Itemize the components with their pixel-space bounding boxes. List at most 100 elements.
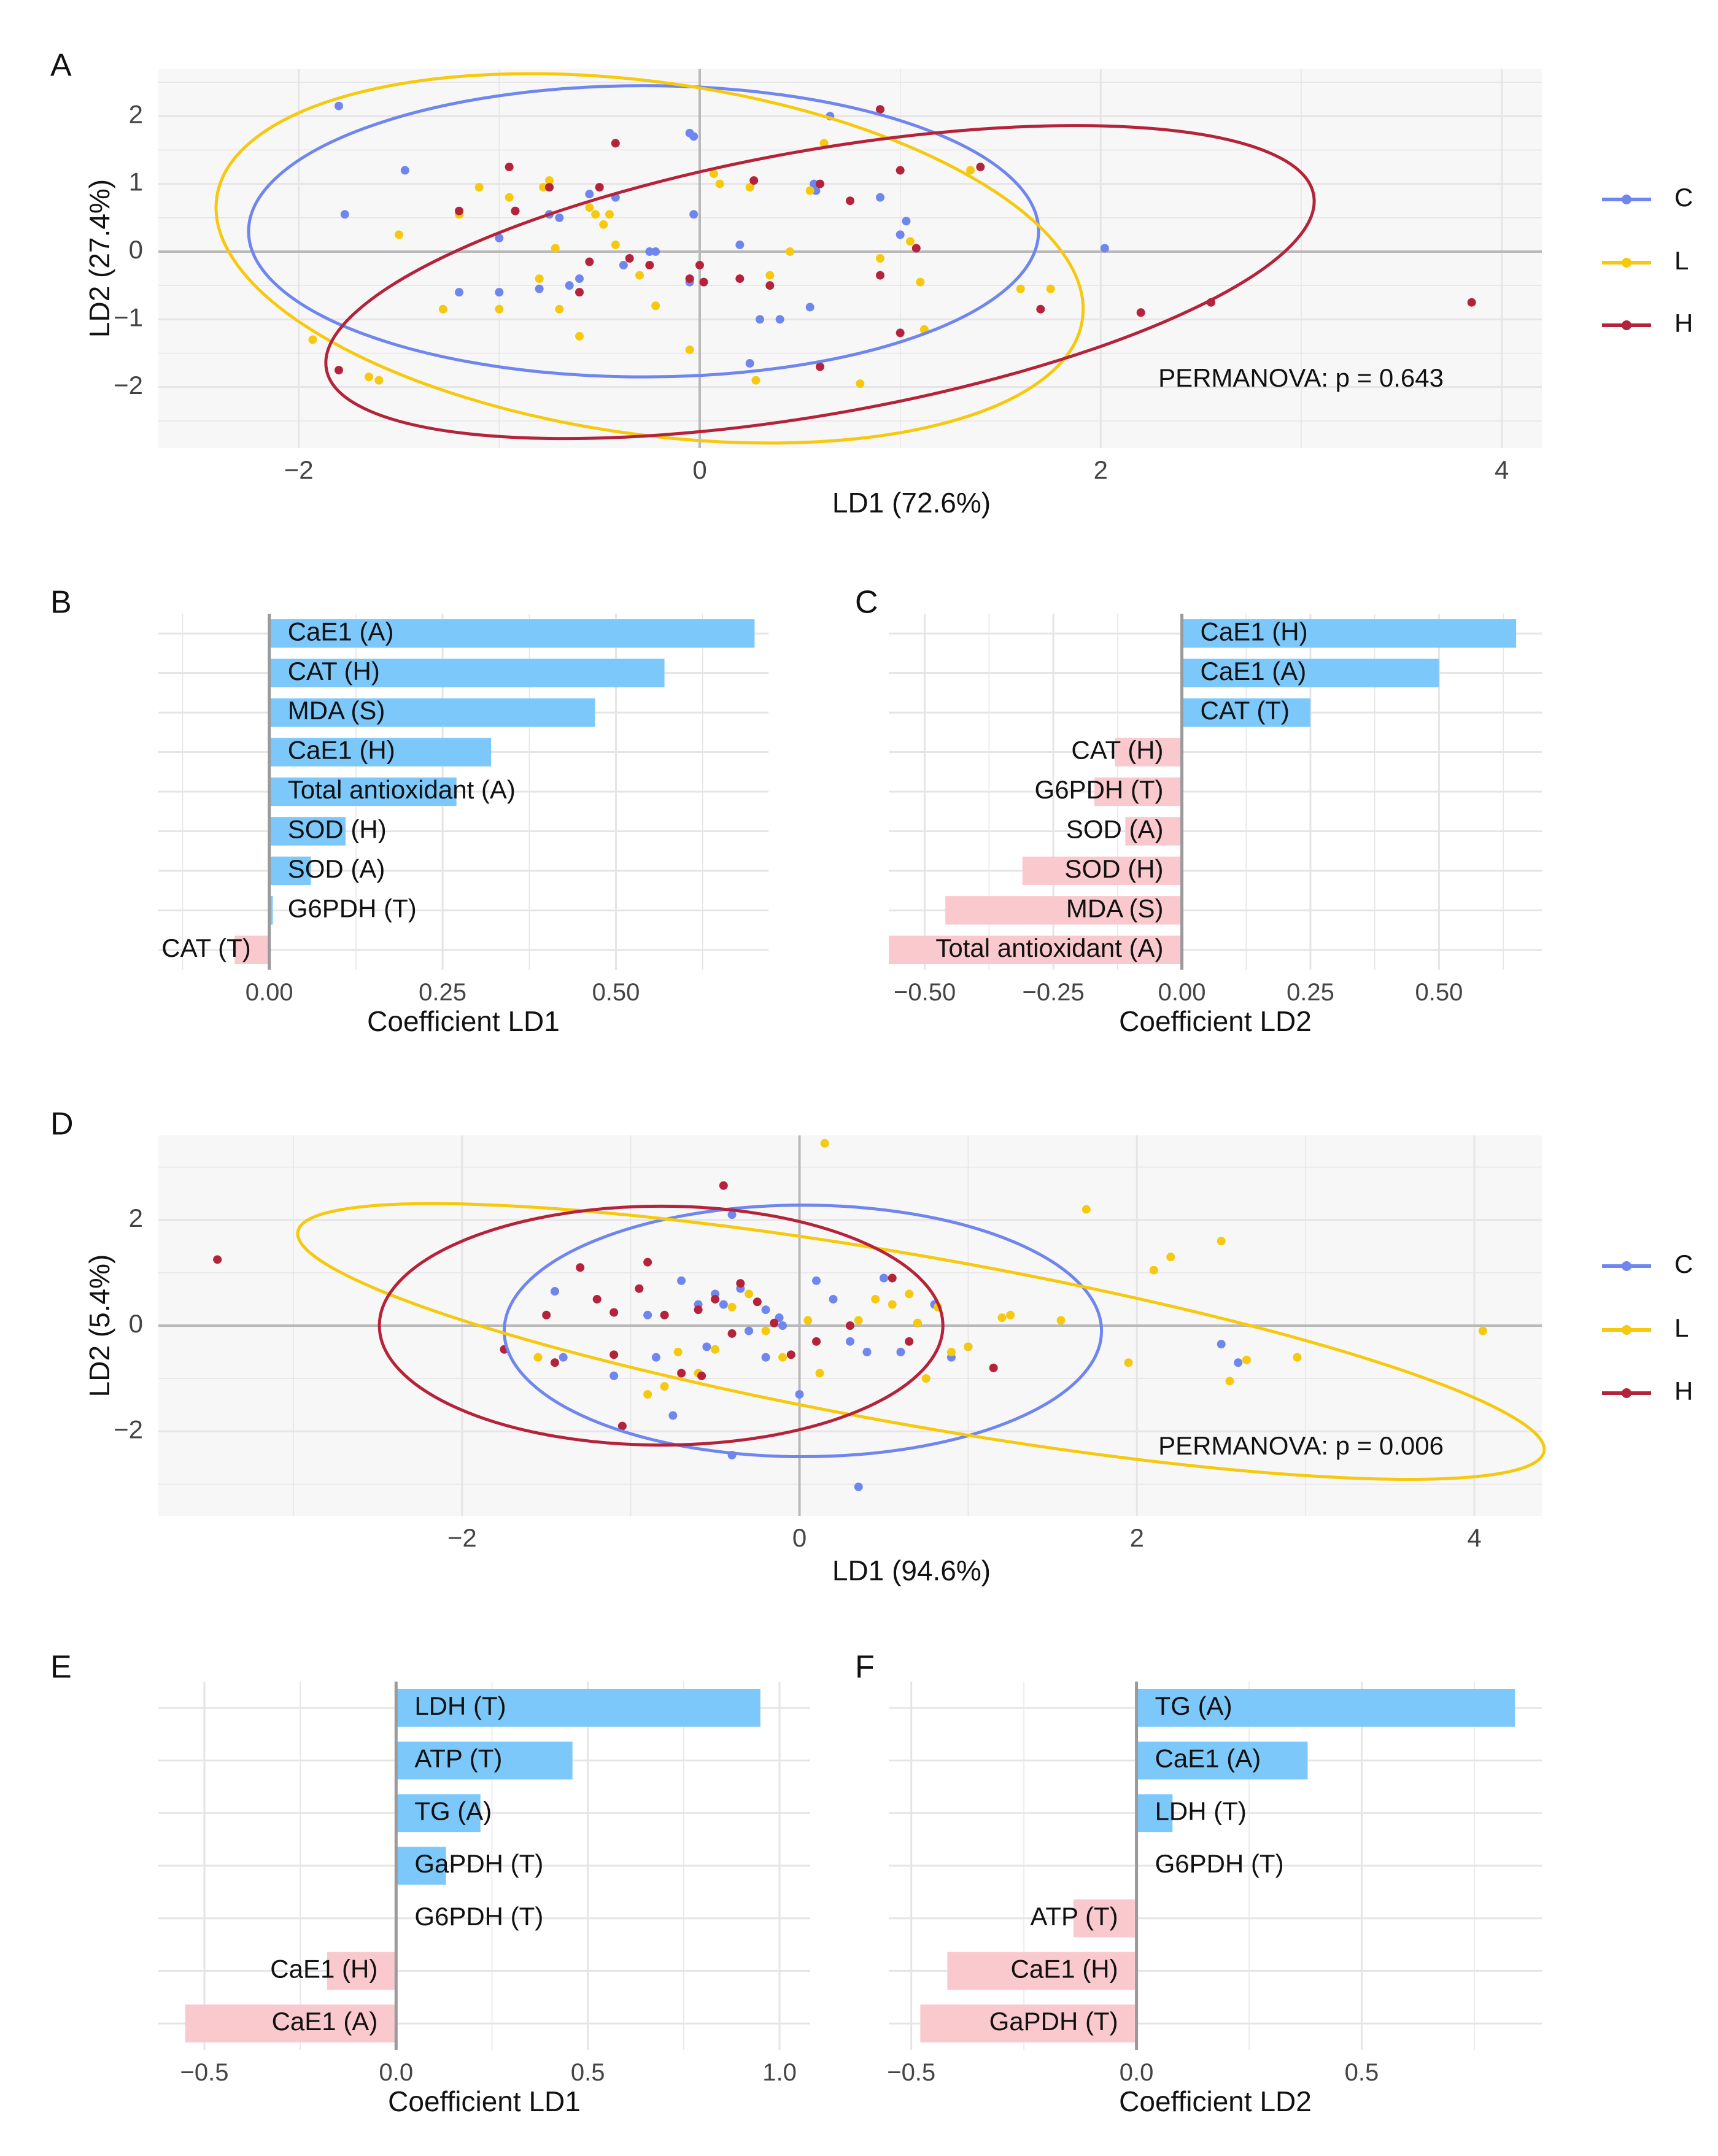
bar-C-1 (1182, 659, 1439, 687)
point-L (765, 271, 775, 280)
bar-label: SOD (A) (288, 854, 385, 883)
point-C (550, 1287, 559, 1296)
x-axis-label: LD1 (94.6%) (832, 1555, 991, 1586)
legend-key-dot (1622, 1261, 1631, 1271)
bar-F-4 (1073, 1899, 1137, 1938)
point-C (846, 1337, 854, 1346)
point-C (668, 1411, 678, 1420)
point-L (803, 1316, 813, 1325)
point-H (645, 261, 654, 270)
bar-label: CAT (H) (288, 657, 380, 686)
point-H (213, 1255, 222, 1264)
point-L (709, 169, 718, 179)
point-C (495, 233, 504, 242)
x-axis-label: Coefficient LD1 (367, 1005, 560, 1037)
x-tick-label: 0.00 (246, 979, 293, 1006)
point-L (786, 247, 794, 256)
point-H (697, 1371, 706, 1380)
x-tick-label: −0.5 (180, 2059, 228, 2086)
point-H (816, 179, 824, 188)
bar-label: ATP (T) (414, 1744, 502, 1773)
point-L (643, 1389, 652, 1399)
point-C (775, 315, 784, 324)
point-L (1242, 1355, 1251, 1364)
bar-label: GaPDH (T) (414, 1849, 543, 1878)
bar-label: CaE1 (A) (272, 2007, 378, 2036)
bar-B-6 (269, 856, 311, 886)
point-H (585, 257, 594, 266)
y-tick-label: 2 (129, 1204, 143, 1232)
bar-C-0 (1182, 619, 1517, 648)
point-L (1124, 1358, 1133, 1367)
bar-C-4 (1094, 777, 1182, 806)
point-L (635, 271, 644, 280)
bar-label: MDA (S) (288, 696, 385, 725)
point-H (575, 288, 584, 297)
point-H (625, 254, 634, 263)
bar-label: Total antioxidant (A) (288, 775, 516, 804)
plot-background (158, 69, 1542, 448)
bar-F-6 (920, 2004, 1137, 2042)
point-H (677, 1369, 686, 1378)
point-L (1225, 1377, 1234, 1386)
bar-B-1 (269, 659, 665, 687)
bar-label: CaE1 (H) (1201, 617, 1308, 646)
point-L (997, 1313, 1007, 1323)
x-tick-label: −0.5 (887, 2059, 935, 2086)
legend-item-C: C (1602, 183, 1693, 212)
x-tick-label: −0.25 (1022, 979, 1084, 1006)
ellipse-H (324, 124, 1316, 441)
point-H (989, 1363, 998, 1372)
legend-label: H (1674, 1377, 1693, 1405)
bar-label: G6PDH (T) (414, 1902, 543, 1931)
legend-key-dot (1622, 1388, 1631, 1398)
x-tick-label: 0.50 (1415, 979, 1463, 1006)
point-H (505, 163, 514, 172)
legend-key-dot (1622, 1325, 1631, 1335)
point-L (1293, 1353, 1302, 1362)
point-C (559, 1353, 568, 1362)
panel-letter-E: E (50, 1650, 72, 1685)
x-tick-label: 2 (1130, 1523, 1144, 1552)
ellipse-L (296, 1202, 1546, 1481)
point-L (673, 1348, 683, 1357)
point-L (745, 1289, 754, 1299)
point-L (1056, 1316, 1066, 1325)
point-L (505, 193, 514, 202)
point-C (651, 247, 660, 256)
point-L (374, 376, 384, 385)
point-C (896, 230, 905, 239)
point-C (761, 1353, 770, 1362)
point-C (727, 1210, 737, 1219)
point-C (811, 186, 821, 195)
point-L (545, 176, 554, 185)
point-L (778, 1353, 787, 1362)
point-C (677, 1276, 686, 1285)
panel-letter-D: D (50, 1107, 74, 1142)
x-axis-label: Coefficient LD2 (1119, 1005, 1312, 1037)
bar-panel-B: CaE1 (A) CAT (H) MDA (S) CaE1 (H) Total anti… (158, 614, 768, 1037)
point-L (308, 335, 317, 344)
point-L (535, 274, 544, 284)
point-H (1467, 298, 1476, 307)
point-H (896, 328, 905, 338)
point-H (695, 261, 704, 270)
legend-key-dot (1622, 320, 1631, 330)
point-L (1149, 1265, 1158, 1275)
series-L (308, 139, 1055, 388)
x-tick-label: 0.00 (1158, 979, 1206, 1006)
y-tick-label: 0 (129, 235, 143, 264)
point-L (605, 210, 614, 219)
bar-label: G6PDH (T) (1035, 775, 1164, 804)
bar-label: GaPDH (T) (989, 2007, 1118, 2036)
point-C (340, 210, 349, 219)
bar-panel-F: TG (A) CaE1 (A) LDH (T) G6PDH (T) ATP (T) CaE… (887, 1682, 1542, 2117)
bar-label: CaE1 (H) (288, 736, 395, 765)
point-H (455, 206, 463, 215)
point-C (876, 193, 884, 202)
bar-C-6 (1022, 856, 1182, 886)
point-C (645, 247, 654, 256)
y-tick-label: 2 (129, 99, 143, 128)
x-tick-label: 2 (1094, 455, 1108, 484)
x-tick-label: 0 (792, 1523, 807, 1552)
